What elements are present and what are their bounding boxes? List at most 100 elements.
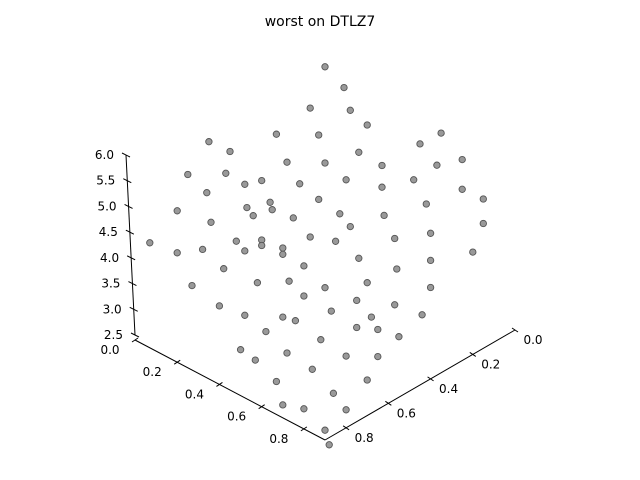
data-point xyxy=(241,311,249,319)
data-point xyxy=(173,249,181,257)
y-tick-mark xyxy=(511,327,519,333)
data-point xyxy=(346,222,354,231)
data-point xyxy=(279,401,287,409)
data-point xyxy=(300,292,308,300)
z-tick-mark xyxy=(121,152,131,158)
data-point xyxy=(355,148,363,156)
data-point xyxy=(340,83,348,92)
x-tick-label: 0.0 xyxy=(100,343,119,357)
data-point xyxy=(391,234,399,243)
data-point xyxy=(342,352,350,360)
z-tick-label: 6.0 xyxy=(95,148,114,162)
data-point xyxy=(241,180,249,188)
data-point xyxy=(437,129,445,137)
z-tick-label: 3.0 xyxy=(103,302,122,316)
data-point xyxy=(355,254,363,262)
data-point xyxy=(220,265,228,273)
data-point xyxy=(378,183,386,191)
data-point xyxy=(321,159,329,167)
data-point xyxy=(205,138,213,146)
data-point xyxy=(243,203,251,212)
data-point xyxy=(258,176,266,185)
y-tick-label: 0.8 xyxy=(355,431,374,445)
z-tick-mark xyxy=(126,255,136,261)
z-tick-label: 2.5 xyxy=(104,328,123,342)
data-point xyxy=(241,247,249,255)
z-tick-mark xyxy=(129,306,138,312)
z-tick-label: 5.0 xyxy=(97,199,116,213)
z-tick-label: 3.5 xyxy=(101,277,120,291)
z-tick-mark xyxy=(128,281,137,287)
data-point xyxy=(374,325,382,334)
data-point xyxy=(291,317,300,325)
data-point xyxy=(222,169,230,177)
data-point xyxy=(258,241,266,250)
data-point xyxy=(380,211,388,220)
data-point xyxy=(249,212,257,220)
z-tick-mark xyxy=(125,229,135,235)
data-point xyxy=(173,207,181,215)
data-point xyxy=(469,248,477,256)
y-tick-label: 0.2 xyxy=(481,357,500,371)
data-point xyxy=(353,296,361,305)
data-point xyxy=(308,365,316,373)
x-tick-mark xyxy=(216,382,223,387)
x-tick-label: 0.6 xyxy=(227,410,246,424)
y-tick-mark xyxy=(427,376,434,382)
data-point xyxy=(296,180,304,188)
data-point xyxy=(331,237,340,245)
data-point xyxy=(236,346,245,354)
data-point xyxy=(416,140,424,148)
data-point xyxy=(215,302,224,310)
data-point xyxy=(184,170,192,179)
data-point xyxy=(232,237,240,245)
data-point xyxy=(479,219,487,228)
data-point xyxy=(279,250,287,258)
data-point xyxy=(321,284,329,292)
data-point xyxy=(279,313,287,321)
axes: 0.0 0.2 0.4 0.6 0.8 0.0 0.2 0.4 0.6 0.8 2.5 3.0 3.5 4… xyxy=(95,148,543,446)
data-point xyxy=(363,121,371,129)
x-tick-mark xyxy=(173,359,181,365)
y-axis-line xyxy=(324,329,516,441)
data-point xyxy=(346,106,354,114)
y-tick-mark xyxy=(469,352,477,357)
x-tick-label: 0.2 xyxy=(143,365,162,379)
data-point xyxy=(262,327,270,336)
data-point xyxy=(393,265,401,273)
z-tick-label: 4.0 xyxy=(100,251,119,265)
x-tick-mark xyxy=(300,426,308,432)
data-point xyxy=(315,131,323,139)
data-point xyxy=(207,218,215,226)
data-point xyxy=(426,256,435,265)
data-point xyxy=(410,176,418,184)
data-point xyxy=(395,333,403,341)
data-point xyxy=(285,277,293,285)
x-tick-label: 0.8 xyxy=(269,432,288,446)
data-point xyxy=(329,389,338,397)
data-point xyxy=(300,405,308,413)
y-tick-label: 0.0 xyxy=(523,333,542,347)
data-point xyxy=(198,245,207,254)
data-point xyxy=(268,206,276,214)
data-point xyxy=(363,279,371,287)
x-tick-mark xyxy=(258,404,265,410)
data-point xyxy=(226,147,234,156)
y-tick-label: 0.4 xyxy=(439,382,458,396)
data-point xyxy=(317,336,325,344)
data-point xyxy=(479,195,487,203)
data-point xyxy=(289,214,297,222)
z-tick-mark xyxy=(123,178,132,184)
x-tick-mark xyxy=(131,337,139,343)
data-point xyxy=(188,281,196,290)
data-point xyxy=(342,406,350,414)
data-point xyxy=(315,195,323,204)
z-axis-line xyxy=(125,154,136,336)
data-point xyxy=(203,189,211,197)
z-tick-label: 5.5 xyxy=(96,174,115,188)
data-point xyxy=(300,262,308,270)
data-points xyxy=(146,63,487,449)
data-point xyxy=(253,279,262,287)
data-point xyxy=(363,376,371,384)
data-point xyxy=(422,200,430,208)
